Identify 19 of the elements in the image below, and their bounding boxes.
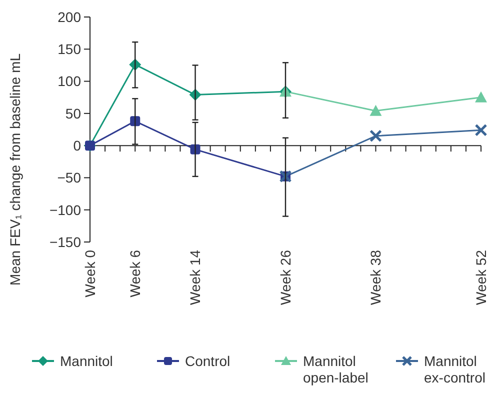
y-tick-label: 200 bbox=[58, 8, 82, 25]
legend-label: Mannitol bbox=[60, 352, 113, 369]
y-tick-label: −50 bbox=[57, 170, 82, 186]
legend-label: Mannitol ex-control bbox=[424, 352, 486, 386]
y-tick-label: 150 bbox=[58, 41, 82, 58]
x-tick-label: Week 0 bbox=[82, 250, 98, 298]
y-tick-label: −150 bbox=[49, 234, 82, 250]
legend-label: Control bbox=[185, 352, 230, 369]
x-tick-label: Week 52 bbox=[472, 250, 489, 305]
y-tick-label: 0 bbox=[73, 137, 82, 154]
y-tick-label: −100 bbox=[49, 202, 82, 218]
x-tick-label: Week 26 bbox=[277, 250, 294, 305]
y-tick-label: 100 bbox=[58, 73, 82, 90]
x-tick-label: Week 6 bbox=[127, 250, 144, 298]
y-tick-label: 50 bbox=[65, 105, 82, 122]
y-axis-title: Mean FEV₁ change from baseline mL bbox=[7, 53, 23, 286]
x-tick-label: Week 38 bbox=[368, 250, 384, 305]
x-tick-label: Week 14 bbox=[187, 250, 204, 305]
legend-label: Mannitol open-label bbox=[303, 352, 368, 386]
